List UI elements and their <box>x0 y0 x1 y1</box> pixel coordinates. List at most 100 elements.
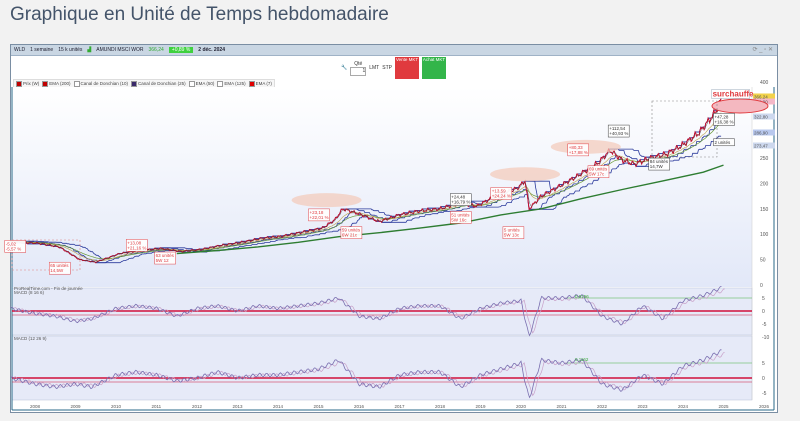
legend-item[interactable]: EMA (50) <box>188 81 215 87</box>
x-tick-label: 2020 <box>516 404 527 409</box>
annotation: +47,28+16,38 % <box>713 113 735 126</box>
tools-icon[interactable]: 🔧 <box>341 65 348 71</box>
macd1-y-tick: -5 <box>762 322 767 328</box>
annotation-text: +24,48 <box>451 195 465 200</box>
x-tick-label: 2009 <box>71 404 82 409</box>
annotation: +24,48+16,79 % <box>450 193 472 206</box>
x-tick-label: 2014 <box>273 404 284 409</box>
annotation: +112,54+40,93 % <box>607 124 630 138</box>
x-tick-label: 2017 <box>395 404 406 409</box>
price-change-badge: +0,89 % <box>168 47 194 53</box>
annotation-box <box>450 211 472 224</box>
annotation-box <box>502 226 525 239</box>
annotation-text: +23,18 <box>310 210 324 215</box>
annotation-text: +16,38 % <box>715 119 734 124</box>
units-selector[interactable]: 15 k unités <box>58 47 83 53</box>
annotation-text: +47,28 <box>715 114 729 119</box>
price-tag-bg <box>753 129 775 136</box>
sell-market-button[interactable]: Vente MKT <box>394 57 419 79</box>
qty-input[interactable]: 1 <box>350 66 367 76</box>
x-tick-label: 2019 <box>476 404 487 409</box>
price-tag: 286,90 <box>754 131 768 136</box>
annotation-text: +24,24 % <box>492 194 511 199</box>
annotation-text: 5W 16c <box>451 217 467 222</box>
legend-item[interactable]: EMA (200) <box>42 81 71 87</box>
annotation-text: 65 unités <box>50 263 69 268</box>
annotation-text: 2 unités <box>715 140 732 145</box>
last-price: 366,24 <box>148 47 164 53</box>
legend-item[interactable]: EMA (7) <box>248 81 272 87</box>
annotation-text: +80,33 <box>569 145 583 150</box>
buy-market-button[interactable]: Achat MKT <box>421 57 446 79</box>
x-tick-label: 2010 <box>111 404 122 409</box>
x-tick-label: 2021 <box>557 404 568 409</box>
chart-date: 2 déc. 2024 <box>198 47 225 53</box>
price-tag-bg <box>753 142 775 149</box>
limit-order-button[interactable]: LMT <box>369 65 380 71</box>
annotation-text: 69 unités <box>589 167 608 172</box>
annotation-text: +40,93 % <box>609 131 628 136</box>
macd1-signal-line <box>13 288 725 334</box>
legend-item[interactable]: Prix (W) <box>16 81 39 87</box>
resistance-zone <box>490 167 561 182</box>
legend-swatch <box>131 81 138 87</box>
macd1-level-label: 0,0156 <box>575 294 589 299</box>
annotation-box <box>340 226 363 239</box>
annotation-box <box>567 143 589 157</box>
legend-item[interactable]: Canal de Donchian (10) <box>73 81 128 87</box>
annotation-text: +13,59 <box>492 189 506 194</box>
macd2-signal-line <box>13 352 725 397</box>
x-tick-label: 2013 <box>233 404 244 409</box>
x-tick-label: 2024 <box>678 404 689 409</box>
x-tick-label: 2012 <box>192 404 203 409</box>
window-controls[interactable]: ⟳ _ ▫ ✕ <box>752 47 773 53</box>
source-label: ProRealTime.com - Fin de journée <box>14 286 83 291</box>
annotation-text: 5W 13c <box>504 233 520 238</box>
annotation-box <box>607 124 630 138</box>
price-tag: 366,24 <box>754 95 768 100</box>
legend-item[interactable]: Canal de Donchian (25) <box>131 81 186 87</box>
instrument-selector[interactable]: WLD <box>14 47 26 53</box>
annotation-text: 14,7W <box>650 164 664 169</box>
annotation: 2 unités <box>713 138 735 147</box>
legend-item[interactable]: EMA (125) <box>217 81 246 87</box>
price-tag-bg <box>753 93 775 100</box>
period-selector[interactable]: 1 semaine <box>30 47 54 53</box>
macd2-y-tick: 0 <box>762 376 765 382</box>
macd2-label: MACD (12 26 9) <box>14 336 47 341</box>
legend-label: EMA (200) <box>49 81 71 87</box>
annotation-text: +112,54 <box>609 126 626 131</box>
annotation-text: 5W 17c <box>589 172 605 177</box>
ema-7-line <box>10 101 722 263</box>
annotation-text: -5,57 % <box>6 246 22 251</box>
macd2-panel <box>11 335 753 401</box>
legend-swatch <box>188 81 195 87</box>
x-tick-label: 2018 <box>435 404 446 409</box>
annotation-text: 84 unités <box>650 159 669 164</box>
price-tag-bg <box>753 98 775 105</box>
annotation-box <box>450 193 472 206</box>
annotation-box <box>648 157 670 171</box>
legend-label: EMA (50) <box>195 81 215 87</box>
annotation-text: +21,16 % <box>127 245 146 250</box>
y-tick-label: 400 <box>760 80 769 86</box>
price-tag: 322,80 <box>754 115 768 120</box>
x-tick-label: 2011 <box>152 404 162 409</box>
annotation-box <box>308 208 330 222</box>
x-tick-label: 2015 <box>314 404 325 409</box>
legend-swatch <box>42 81 49 87</box>
annotation-text: +13,08 <box>127 240 141 245</box>
chart-type-icon[interactable]: ▟ <box>87 47 92 53</box>
x-tick-label: 2022 <box>597 404 608 409</box>
macd2-y-tick: 5 <box>762 361 765 367</box>
stop-order-button[interactable]: STP <box>382 65 392 71</box>
annotation-text: 51 unités <box>451 212 470 217</box>
annotation-box <box>490 187 512 200</box>
annotation: +13,59+24,24 % <box>490 187 512 200</box>
